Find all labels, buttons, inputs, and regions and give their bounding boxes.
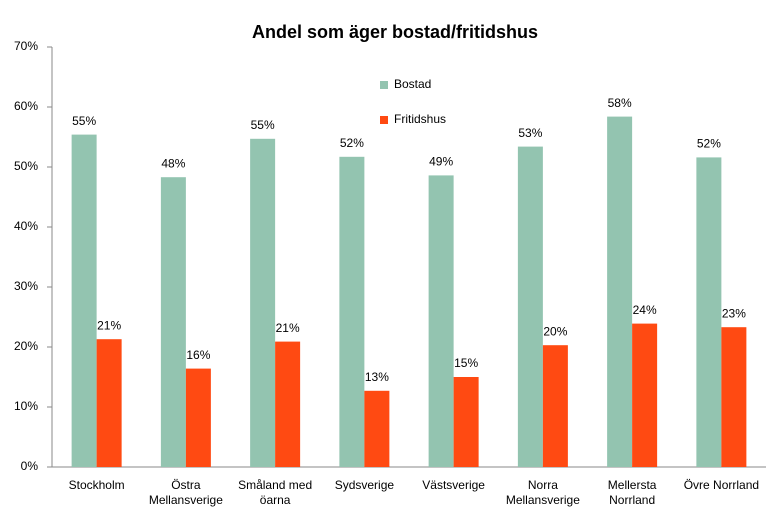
- y-tick-label: 30%: [14, 279, 38, 293]
- value-label: 58%: [608, 96, 632, 110]
- x-tick-label: Norra Mellansverige: [505, 478, 580, 507]
- bar: [364, 390, 390, 467]
- x-tick-label: Stockholm: [68, 478, 125, 492]
- x-tick-label: Övre Norrland: [683, 478, 760, 492]
- y-tick-label: 10%: [14, 399, 38, 413]
- y-tick-label: 0%: [21, 459, 39, 473]
- value-label: 16%: [186, 348, 210, 362]
- x-tick-label: Västsverige: [422, 478, 485, 492]
- legend-label: Fritidshus: [394, 112, 446, 126]
- value-label: 24%: [633, 303, 657, 317]
- bar: [721, 327, 747, 467]
- value-label: 55%: [251, 118, 275, 132]
- y-tick-label: 20%: [14, 339, 38, 353]
- value-label: 53%: [518, 126, 542, 140]
- value-label: 48%: [161, 156, 185, 170]
- bar: [607, 116, 633, 467]
- value-label: 52%: [697, 137, 721, 151]
- bar: [339, 156, 365, 468]
- bar: [71, 134, 97, 467]
- legend-label: Bostad: [394, 77, 431, 91]
- value-label: 23%: [722, 306, 746, 320]
- bar: [428, 175, 454, 467]
- bar: [453, 377, 479, 467]
- value-label: 20%: [543, 324, 567, 338]
- y-tick-label: 50%: [14, 159, 38, 173]
- bar: [250, 138, 276, 468]
- value-label: 21%: [276, 321, 300, 335]
- bar: [696, 157, 722, 467]
- legend-swatch: [380, 81, 388, 89]
- bar: [160, 177, 186, 467]
- x-tick-label: Östra Mellansverige: [148, 478, 223, 507]
- chart-title: Andel som äger bostad/fritidshus: [252, 22, 538, 42]
- y-tick-label: 60%: [14, 99, 38, 113]
- y-tick-label: 40%: [14, 219, 38, 233]
- value-label: 49%: [429, 155, 453, 169]
- value-label: 15%: [454, 356, 478, 370]
- value-label: 55%: [72, 114, 96, 128]
- x-tick-label: Mellersta Norrland: [607, 478, 657, 507]
- legend-swatch: [380, 116, 388, 124]
- bar: [275, 341, 301, 467]
- y-tick-label: 70%: [14, 39, 38, 53]
- bar: [542, 345, 568, 467]
- bar: [632, 323, 658, 467]
- bar: [517, 146, 543, 467]
- value-label: 21%: [97, 318, 121, 332]
- bar: [96, 339, 122, 467]
- value-label: 13%: [365, 370, 389, 384]
- x-tick-label: Småland med öarna: [238, 478, 313, 507]
- x-tick-label: Sydsverige: [334, 478, 395, 492]
- value-label: 52%: [340, 136, 364, 150]
- bar: [185, 368, 211, 467]
